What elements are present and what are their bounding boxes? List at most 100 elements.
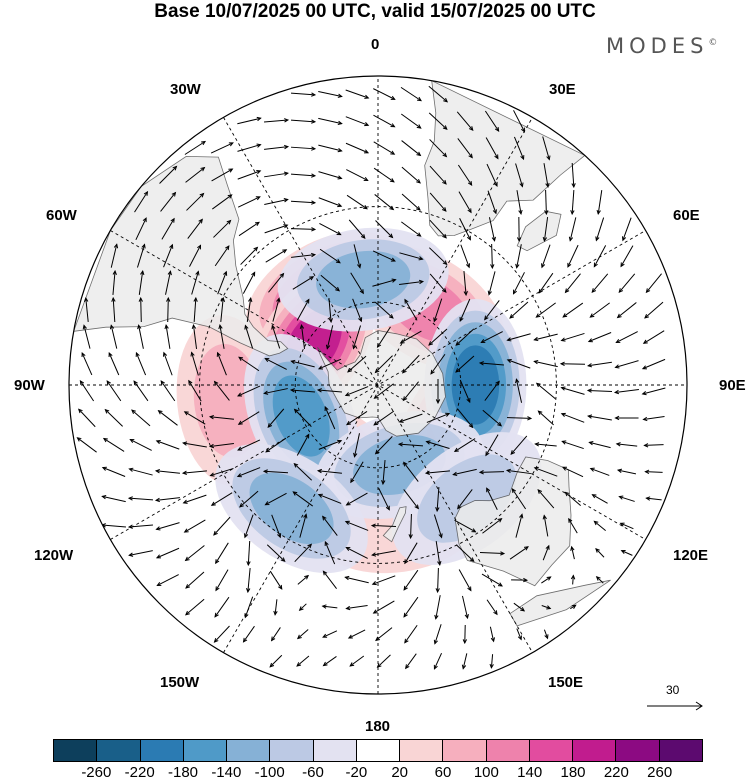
wind-vector-head-308 — [344, 520, 350, 525]
wind-vector-283 — [239, 490, 259, 508]
wind-vector-head-77 — [466, 235, 471, 241]
wind-vector-head-241 — [237, 446, 243, 451]
wind-vector-305 — [271, 514, 281, 538]
wind-vector-head-223 — [346, 420, 351, 426]
wind-vector-132 — [272, 298, 280, 322]
wind-vector-319 — [129, 550, 153, 556]
wind-vector-head-188 — [586, 363, 593, 368]
wind-vector-307 — [322, 516, 338, 536]
wind-vector-head-281 — [182, 499, 188, 504]
wind-vector-head-7 — [284, 118, 290, 123]
low-contour-0-2 — [316, 250, 411, 309]
wind-vector-97 — [460, 244, 470, 268]
wind-vector-head-73 — [360, 234, 366, 240]
wind-vector-head-152 — [218, 324, 223, 330]
wind-vector-head-301 — [155, 526, 161, 531]
colorbar-swatch-13 — [616, 740, 660, 761]
colorbar-swatch-6 — [313, 740, 357, 761]
wind-vector-head-89 — [253, 246, 259, 252]
wind-vector-head-10 — [364, 122, 370, 127]
wind-vector-242 — [265, 437, 287, 453]
wind-vector-223 — [346, 411, 368, 425]
wind-vector-0 — [290, 92, 316, 96]
wind-vector-head-87 — [197, 244, 202, 250]
wind-vector-180 — [375, 355, 393, 373]
wind-vector-352 — [541, 576, 551, 584]
wind-vector-head-288 — [385, 505, 390, 511]
wind-vector-head-125 — [83, 296, 89, 302]
wind-vector-head-205 — [466, 398, 471, 404]
wind-vector-head-154 — [271, 324, 276, 330]
wind-vector-head-384 — [296, 662, 302, 667]
wind-vector-head-266 — [350, 478, 355, 484]
wind-vector-268 — [403, 462, 419, 482]
wind-vector-head-282 — [210, 501, 216, 506]
wind-vector-38 — [346, 169, 368, 181]
wind-vector-110 — [268, 273, 284, 293]
wind-vector-head-120 — [538, 288, 543, 294]
wind-vector-250 — [485, 434, 499, 456]
wind-vector-head-24 — [390, 150, 396, 155]
wind-vector-193 — [133, 380, 149, 402]
wind-vector-34 — [237, 170, 261, 180]
wind-vector-head-23 — [364, 149, 370, 154]
wind-vector-head-172 — [162, 351, 168, 357]
wind-vector-head-130 — [220, 296, 226, 302]
wind-vector-105 — [138, 271, 144, 295]
wind-vector-head-233 — [614, 415, 620, 421]
colorbar-swatch-3 — [183, 740, 228, 761]
wind-vector-260 — [183, 470, 207, 474]
wind-vector-340 — [215, 569, 229, 591]
wind-vector-head-63 — [570, 210, 575, 216]
wind-vector-108 — [217, 271, 227, 295]
wind-vector-head-347 — [403, 585, 408, 591]
wind-vector-339 — [185, 571, 205, 589]
wind-vector-head-116 — [441, 288, 447, 293]
wind-vector-226 — [426, 413, 450, 423]
wind-vector-head-314 — [519, 513, 524, 519]
wind-vector-19 — [237, 144, 261, 152]
wind-vector-102 — [593, 245, 607, 267]
wind-vector-head-42 — [467, 180, 473, 186]
wind-vector-46 — [571, 162, 575, 188]
wind-vector-221 — [294, 409, 312, 427]
wind-vector-253 — [562, 440, 584, 450]
wind-vector-95 — [399, 252, 423, 260]
wind-vector-head-300 — [127, 524, 133, 529]
wind-vector-head-263 — [262, 469, 268, 474]
wind-vector-304 — [244, 514, 254, 538]
wind-vector-head-224 — [373, 421, 379, 426]
wind-vector-head-113 — [359, 289, 364, 295]
wind-vector-head-309 — [370, 523, 376, 528]
wind-vector-head-41 — [442, 179, 447, 185]
wind-vector-207 — [515, 379, 523, 403]
wind-vector-head-330 — [437, 560, 442, 567]
wind-vector-236 — [103, 438, 125, 452]
wind-vector-head-14 — [468, 126, 474, 132]
wind-vector-head-362 — [372, 609, 378, 614]
wind-vector-67 — [187, 219, 203, 239]
wind-vector-117 — [463, 271, 467, 295]
wind-vector-head-70 — [283, 224, 289, 229]
wind-vector-head-108 — [223, 270, 228, 276]
wind-vector-head-91 — [310, 252, 317, 258]
map-disk — [69, 76, 687, 694]
wind-vector-head-105 — [140, 269, 145, 276]
wind-vector-head-20 — [283, 144, 290, 150]
wind-vector-head-136 — [388, 314, 394, 319]
wind-vector-184 — [480, 362, 504, 366]
wind-vector-159 — [400, 330, 422, 344]
wind-vector-head-11 — [390, 123, 396, 128]
wind-vector-head-129 — [193, 296, 198, 302]
wind-vector-10 — [345, 116, 369, 126]
wind-vector-81 — [569, 217, 577, 241]
wind-vector-84 — [110, 244, 118, 268]
wind-vector-45 — [543, 163, 549, 187]
wind-vector-85 — [136, 244, 146, 268]
wind-vector-241 — [237, 439, 261, 451]
wind-vector-head-227 — [468, 423, 474, 429]
wind-vector-262 — [237, 467, 261, 477]
wind-vector-363 — [403, 596, 419, 618]
wind-vector-208 — [536, 382, 556, 400]
wind-vector-head-182 — [430, 369, 435, 375]
